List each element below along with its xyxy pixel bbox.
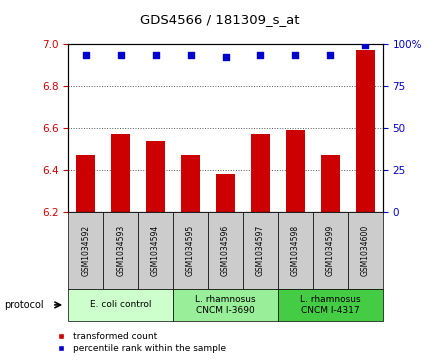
Point — [187, 53, 194, 58]
Bar — [76, 155, 95, 212]
Text: GSM1034592: GSM1034592 — [81, 225, 90, 276]
Bar — [146, 140, 165, 212]
Bar — [103, 212, 138, 289]
Text: GDS4566 / 181309_s_at: GDS4566 / 181309_s_at — [140, 13, 300, 26]
Bar — [111, 134, 130, 212]
Point — [222, 54, 229, 60]
Bar — [208, 212, 243, 289]
Point — [292, 53, 299, 58]
Text: E. coli control: E. coli control — [90, 301, 151, 309]
Bar — [313, 212, 348, 289]
Bar — [278, 212, 313, 289]
Legend: transformed count, percentile rank within the sample: transformed count, percentile rank withi… — [48, 329, 230, 357]
Text: GSM1034596: GSM1034596 — [221, 225, 230, 276]
Bar — [181, 155, 200, 212]
Text: L. rhamnosus
CNCM I-3690: L. rhamnosus CNCM I-3690 — [195, 295, 256, 315]
Text: GSM1034597: GSM1034597 — [256, 225, 265, 276]
Point — [257, 53, 264, 58]
Bar — [321, 155, 340, 212]
Text: GSM1034593: GSM1034593 — [116, 225, 125, 276]
Bar — [286, 130, 305, 212]
Text: protocol: protocol — [4, 300, 44, 310]
Bar — [173, 212, 208, 289]
Bar — [278, 289, 383, 321]
Point — [117, 53, 124, 58]
Text: GSM1034600: GSM1034600 — [361, 225, 370, 276]
Bar — [138, 212, 173, 289]
Bar — [173, 289, 278, 321]
Point — [152, 53, 159, 58]
Bar — [356, 50, 375, 212]
Text: GSM1034599: GSM1034599 — [326, 225, 335, 276]
Text: GSM1034595: GSM1034595 — [186, 225, 195, 276]
Point — [362, 42, 369, 48]
Bar — [68, 212, 103, 289]
Point — [327, 53, 334, 58]
Bar — [243, 212, 278, 289]
Bar — [251, 134, 270, 212]
Bar — [68, 289, 173, 321]
Bar — [216, 174, 235, 212]
Text: GSM1034598: GSM1034598 — [291, 225, 300, 276]
Bar — [348, 212, 383, 289]
Text: GSM1034594: GSM1034594 — [151, 225, 160, 276]
Text: L. rhamnosus
CNCM I-4317: L. rhamnosus CNCM I-4317 — [300, 295, 361, 315]
Point — [82, 53, 89, 58]
